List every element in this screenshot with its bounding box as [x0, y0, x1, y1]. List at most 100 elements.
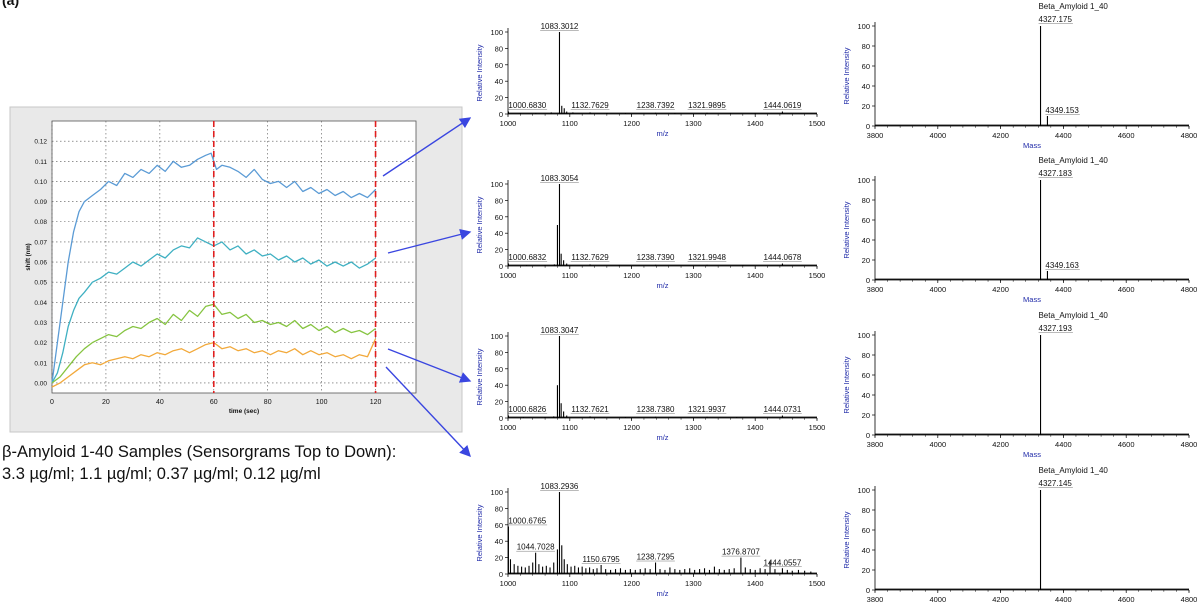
x-tick-label: 4400 [1055, 440, 1072, 449]
spectrum-ms2: 0 20 40 60 80 100 1000 1100 1200 1300 1400 1500 1083… [475, 174, 825, 290]
y-tick-label: 0.02 [34, 340, 47, 347]
peak-label: 1083.3054 [541, 174, 579, 183]
x-tick-label: 1400 [747, 271, 764, 280]
x-axis-label: m/z [656, 589, 668, 598]
figure-caption: β-Amyloid 1-40 Samples (Sensorgrams Top … [2, 441, 472, 485]
x-tick-label: 3800 [867, 440, 884, 449]
y-axis-label: Relative Intensity [475, 196, 484, 253]
peak-label: 4327.145 [1039, 479, 1073, 488]
x-tick-label: 4200 [992, 595, 1009, 604]
peak-label: 1321.9948 [688, 253, 726, 262]
x-tick-label: 4400 [1055, 131, 1072, 140]
spectrum-ms1: 0 20 40 60 80 100 1000 1100 1200 1300 1400 1500 1083… [475, 22, 825, 138]
peak-label: 1238.7390 [637, 253, 675, 262]
peak-label: 1083.3012 [541, 22, 579, 31]
y-tick-label: 60 [862, 62, 870, 71]
x-tick-label: 1300 [685, 579, 702, 588]
x-tick-label: 1200 [623, 423, 640, 432]
y-tick-label: 100 [490, 488, 503, 497]
x-tick-label: 1000 [500, 579, 517, 588]
caption-line-1: β-Amyloid 1-40 Samples (Sensorgrams Top … [2, 443, 397, 461]
y-tick-label: 20 [495, 246, 503, 255]
x-tick-label: 1500 [809, 579, 826, 588]
peak-label: 1321.9937 [688, 405, 726, 414]
y-tick-label: 60 [862, 371, 870, 380]
peak-label: 4349.153 [1045, 106, 1079, 115]
y-tick-label: 0.09 [34, 199, 47, 206]
y-tick-label: 80 [495, 504, 503, 513]
x-tick-label: 4400 [1055, 285, 1072, 294]
y-tick-label: 100 [490, 180, 503, 189]
spectrum-title: Beta_Amyloid 1_40 [1038, 311, 1108, 320]
y-tick-label: 0.06 [34, 260, 47, 267]
x-tick-label: 4200 [992, 285, 1009, 294]
peak-label: 1083.3047 [541, 326, 579, 335]
x-tick-label: 4800 [1181, 131, 1198, 140]
peak-label: 1044.7028 [517, 543, 555, 552]
x-tick-label: 4000 [929, 440, 946, 449]
x-tick-label: 4800 [1181, 440, 1198, 449]
y-tick-label: 0.10 [34, 179, 47, 186]
y-tick-label: 20 [862, 566, 870, 575]
y-axis-label: shift (nm) [26, 243, 32, 270]
y-tick-label: 40 [862, 82, 870, 91]
peak-label: 1132.7629 [571, 253, 609, 262]
x-axis-label: m/z [656, 433, 668, 442]
x-tick-label: 3800 [867, 595, 884, 604]
y-tick-label: 80 [495, 196, 503, 205]
x-tick-label: 3800 [867, 131, 884, 140]
y-tick-label: 0.01 [34, 360, 47, 367]
y-tick-label: 20 [495, 554, 503, 563]
x-tick-label: 40 [156, 399, 164, 406]
y-tick-label: 100 [857, 176, 870, 185]
sensorgram-series-1 [51, 152, 377, 383]
x-axis-label: m/z [656, 129, 668, 138]
peak-label: 1238.7380 [637, 405, 675, 414]
x-tick-label: 1100 [562, 579, 578, 588]
spectrum-title: Beta_Amyloid 1_40 [1038, 466, 1108, 475]
peak-label: 1083.2936 [541, 482, 579, 491]
x-tick-label: 1200 [623, 271, 640, 280]
y-tick-label: 60 [862, 526, 870, 535]
connector-arrow [387, 229, 472, 254]
x-tick-label: 0 [50, 399, 54, 406]
x-tick-label: 1400 [747, 119, 764, 128]
y-axis-label: Relative Intensity [842, 356, 851, 413]
sensorgram-chart: 0 20 40 60 80 100 120 0.00 0.01 0.02 0.03 0.04 0.05 0… [9, 106, 463, 433]
x-tick-label: 1400 [747, 579, 764, 588]
peak-label: 4327.193 [1039, 324, 1073, 333]
y-tick-label: 60 [495, 365, 503, 374]
y-tick-label: 0 [499, 414, 503, 423]
connector-arrow [387, 348, 472, 383]
x-tick-label: 1000 [500, 271, 517, 280]
peak-label: 1132.7621 [571, 405, 609, 414]
x-axis-label: m/z [656, 281, 668, 290]
y-tick-label: 80 [862, 196, 870, 205]
connector-arrows [382, 117, 472, 458]
x-tick-label: 1400 [747, 423, 764, 432]
x-tick-label: 120 [370, 399, 382, 406]
peak-label: 4327.175 [1039, 15, 1073, 24]
peak-label: 4349.163 [1045, 261, 1079, 270]
peak-label: 1321.9895 [688, 101, 726, 110]
y-tick-label: 100 [857, 22, 870, 31]
x-axis-label: Mass [1023, 450, 1041, 459]
x-tick-label: 1300 [685, 423, 702, 432]
y-tick-label: 80 [495, 348, 503, 357]
peak-label: 1132.7629 [571, 101, 609, 110]
y-tick-label: 80 [862, 506, 870, 515]
x-tick-label: 1200 [623, 579, 640, 588]
x-tick-label: 1100 [562, 271, 578, 280]
spectrum-title: Beta_Amyloid 1_40 [1038, 2, 1108, 11]
sensorgram-plot-area [51, 120, 417, 394]
spectrum-ms3: 0 20 40 60 80 100 1000 1100 1200 1300 1400 1500 1083… [475, 326, 825, 442]
y-tick-label: 80 [495, 44, 503, 53]
y-tick-label: 0 [866, 586, 870, 595]
y-tick-label: 60 [495, 521, 503, 530]
x-axis-label: Mass [1023, 295, 1041, 304]
spectrum-ms4: 0 20 40 60 80 100 1000 1100 1200 1300 1400 1500 1083… [475, 482, 825, 598]
x-tick-label: 20 [102, 399, 110, 406]
